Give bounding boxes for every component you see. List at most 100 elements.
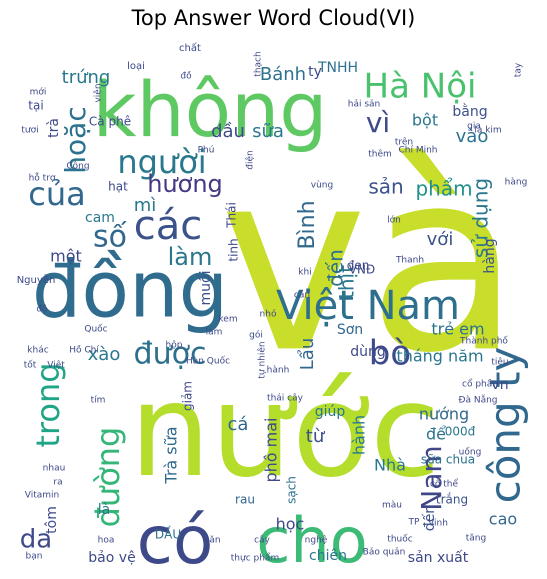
cloud-word: tháng năm [396,347,483,366]
cloud-word: sữa [252,121,284,142]
cloud-word: vùng [311,181,333,191]
cloud-word: đồ [180,71,192,82]
cloud-word: cao [489,510,517,529]
cloud-word: phẩm [415,177,472,201]
cloud-word: bạn [26,552,43,562]
cloud-word: màu [382,501,402,511]
cloud-word: Vinh [428,519,448,529]
cloud-word: sạch [285,476,299,504]
cloud-word: tại [28,99,43,113]
cloud-word: chiên [309,548,347,564]
cloud-word: thêm [368,149,392,160]
cloud-word: Hà Nội [364,67,477,107]
cloud-word: ăn [209,536,220,546]
cloud-word: hộp [166,340,183,351]
cloud-word: mì [134,195,157,216]
cloud-word: dầu [211,121,245,142]
cloud-word: dùng [350,344,386,360]
cloud-word: hành [267,366,290,376]
cloud-word: sản [368,175,403,199]
cloud-word: tôm [44,506,60,534]
cloud-word: hải sản [348,99,381,110]
cloud-word: trong [29,362,67,447]
cloud-word: làm [206,328,223,338]
cloud-word: một [50,247,82,266]
cloud-word: đen [347,259,370,273]
cloud-word: vì [366,106,390,139]
cloud-word: cần [294,290,310,301]
cloud-word: tăng [466,534,486,544]
cloud-word: bột [412,111,438,130]
cloud-word: Công [66,161,89,172]
cloud-word: gia [467,122,481,132]
cloud-word: tiêu [491,357,508,368]
cloud-word: Trà sữa [162,426,181,484]
cloud-word: nhỏ [260,309,277,320]
cloud-word: lớn [387,215,401,226]
cloud-word: tươi [21,126,38,136]
cloud-word: hàng [505,178,528,188]
cloud-word: muối [197,271,214,306]
cloud-word: Hàn Quốc [186,356,230,367]
cloud-word: uống [459,447,482,458]
cloud-word: nghệ [305,535,328,546]
cloud-word: hương [147,170,223,198]
cloud-word: bằng [452,103,487,120]
cloud-word: làm [168,243,213,271]
cloud-word: nướng [419,405,469,424]
cloud-word: hoa [98,536,115,546]
cloud-word: Phú [198,146,215,156]
cloud-word: độ [36,304,48,315]
cloud-word: Cà phê [89,115,131,129]
cloud-word: gói [249,330,263,341]
cloud-word: mới [30,87,47,98]
cloud-word: Vitamin [25,491,59,501]
cloud-word: tốt [24,360,37,371]
cloud-word: DẦU [155,526,181,542]
cloud-word: Nguyễn [17,273,56,286]
cloud-word: Bánh [260,64,306,85]
cloud-word: TP [408,518,420,528]
word-cloud: và nước không đồng có cho Việt Nam Hà Nội công t… [8,40,540,572]
cloud-word: cam [85,210,115,226]
cloud-word: thực phẩm [231,553,279,564]
cloud-word: trắng [436,493,468,507]
cloud-word: là [98,502,110,518]
cloud-word: Bình [295,200,320,249]
cloud-word: 000đ [445,425,476,439]
cloud-word: thái cây [267,394,304,404]
cloud-word: chất [179,42,201,54]
cloud-word: trên [395,137,413,148]
cloud-word: bảo vệ [88,550,135,566]
cloud-word: tím [91,396,106,406]
cloud-word: Thành phố [459,336,508,347]
cloud-word: Bảo quản [363,547,406,558]
cloud-word: hạt [108,180,128,194]
cloud-word: nhau [43,464,66,474]
cloud-word: hành [350,415,369,455]
cloud-word: học [276,515,305,534]
cloud-word: công ty [481,347,530,504]
cloud-word: rau [235,493,255,507]
cloud-title: Top Answer Word Cloud(VI) [0,6,547,30]
cloud-word: Đà Nẵng [458,395,497,406]
cloud-word: với [427,229,454,250]
cloud-word: điện [245,150,256,169]
cloud-word: hỗ trợ [29,173,56,184]
cloud-word: tinh [227,238,241,261]
cloud-word: cá [228,414,249,435]
cloud-word: tay [514,62,524,77]
cloud-word: hàng [482,238,498,273]
cloud-word: phô mai [262,417,281,482]
cloud-word: Thanh [395,256,424,266]
cloud-word: Sơn [337,322,363,338]
cloud-word: cổ phần [462,379,498,390]
cloud-word: ra [53,478,62,488]
cloud-word: Hồ Chí [69,345,99,356]
cloud-word: kem [218,315,237,325]
cloud-word: Thái [225,202,239,229]
cloud-word: sản xuất [408,550,469,566]
cloud-word: TNHH [317,60,358,76]
cloud-word: viên [93,83,104,102]
cloud-word: khác [27,346,48,356]
